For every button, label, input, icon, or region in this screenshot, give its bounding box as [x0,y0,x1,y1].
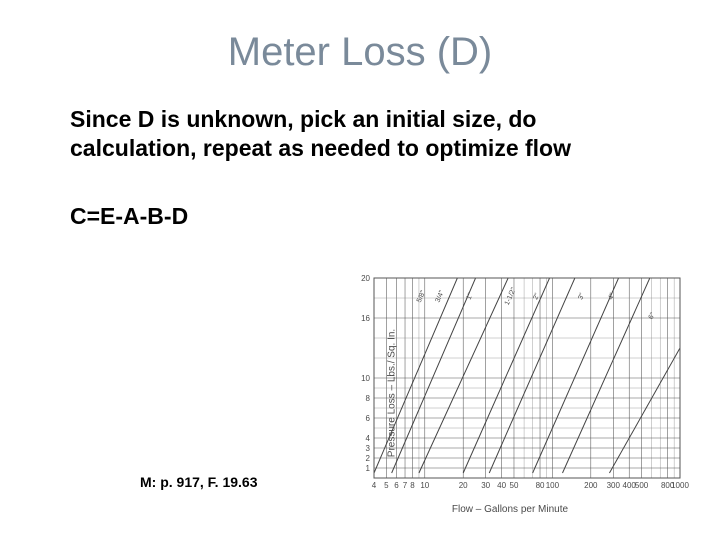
svg-text:1: 1 [366,464,371,473]
svg-text:100: 100 [546,481,560,490]
svg-text:6: 6 [394,481,399,490]
svg-text:80: 80 [536,481,545,490]
svg-text:3: 3 [366,444,371,453]
chart-x-axis-label: Flow – Gallons per Minute [330,504,690,515]
svg-text:10: 10 [420,481,429,490]
svg-text:6: 6 [366,414,371,423]
slide-title: Meter Loss (D) [0,0,720,95]
chart-y-axis-label: Pressure Loss – Lbs./ Sq. In. [387,328,398,456]
svg-text:7: 7 [403,481,408,490]
svg-text:4: 4 [372,481,377,490]
svg-text:2: 2 [366,454,371,463]
svg-text:50: 50 [510,481,519,490]
svg-text:200: 200 [584,481,598,490]
svg-text:30: 30 [481,481,490,490]
svg-text:1000: 1000 [671,481,689,490]
slide-body-text: Since D is unknown, pick an initial size… [0,95,720,163]
svg-text:500: 500 [635,481,649,490]
svg-text:300: 300 [607,481,621,490]
svg-text:20: 20 [361,274,370,283]
meter-loss-chart: Pressure Loss – Lbs./ Sq. In. 4567810203… [330,270,690,515]
chart-svg: 4567810203040508010020030040050080010001… [330,270,690,498]
svg-text:8: 8 [366,394,371,403]
svg-text:10: 10 [361,374,370,383]
svg-text:16: 16 [361,314,370,323]
svg-text:5: 5 [384,481,389,490]
svg-text:4: 4 [366,434,371,443]
reference-text: M: p. 917, F. 19.63 [140,474,258,490]
formula-text: C=E-A-B-D [0,163,720,230]
svg-text:8: 8 [410,481,415,490]
svg-text:40: 40 [497,481,506,490]
svg-text:20: 20 [459,481,468,490]
